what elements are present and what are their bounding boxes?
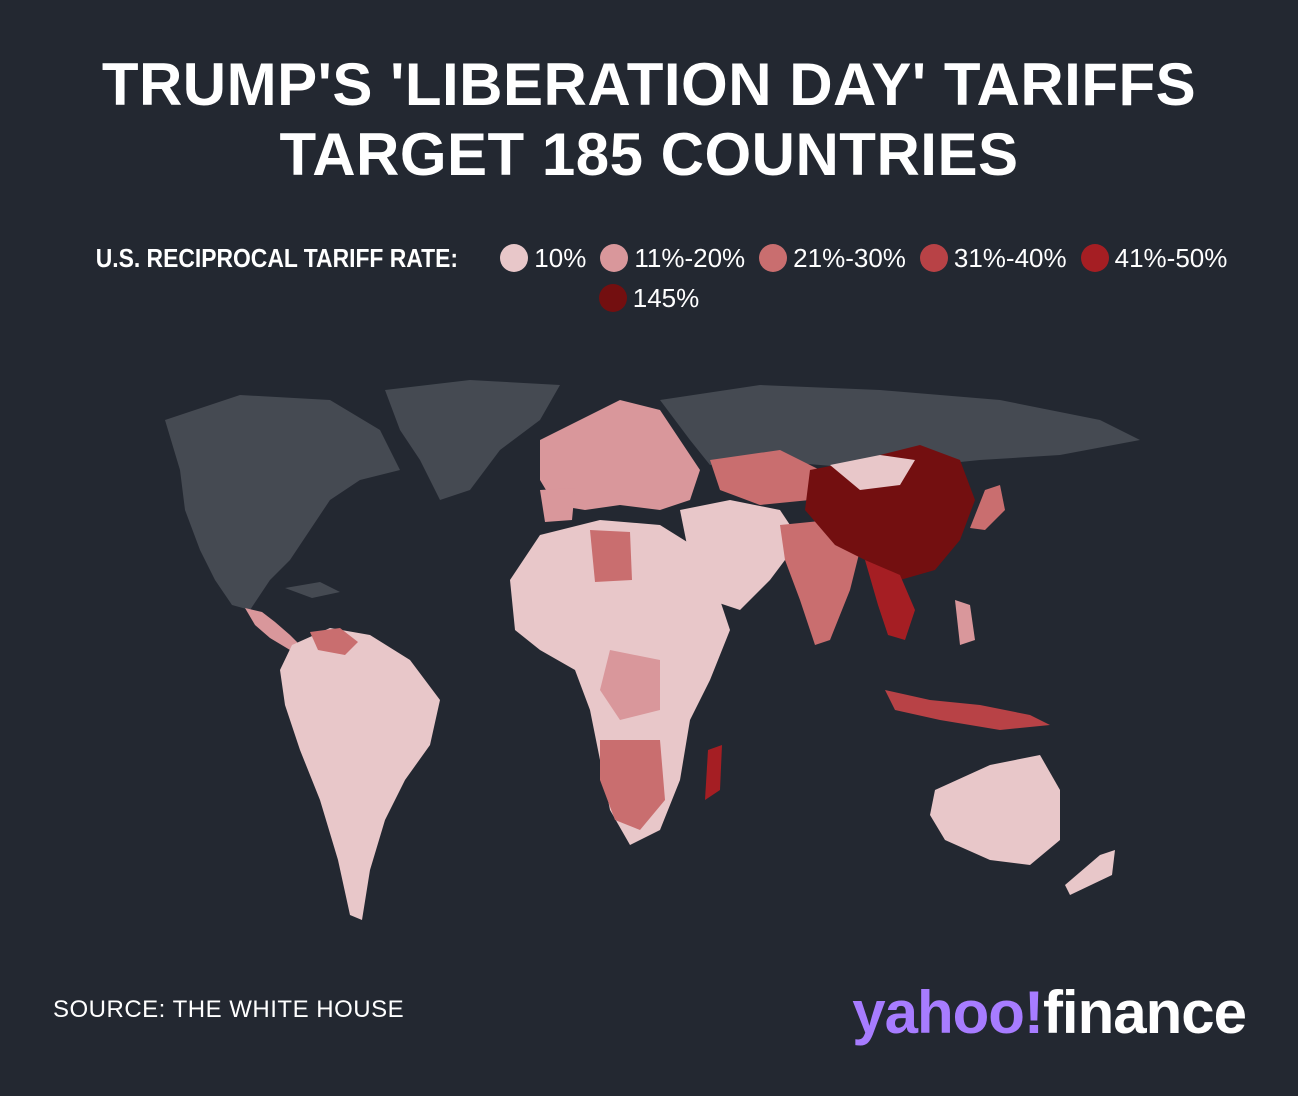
legend-swatch (598, 284, 627, 312)
russia (660, 385, 1140, 470)
new-zealand (1065, 850, 1115, 895)
legend-item-31-40: 31%-40% (919, 238, 1067, 278)
central-africa (600, 650, 660, 720)
legend-swatch (500, 244, 529, 272)
japan (970, 485, 1005, 530)
legend-swatch (919, 244, 948, 272)
legend-item-11-20: 11%-20% (600, 238, 745, 278)
south-america (280, 628, 440, 920)
indonesia (885, 690, 1050, 730)
source-note: SOURCE: THE WHITE HOUSE (53, 996, 405, 1023)
legend-swatch (1080, 244, 1109, 272)
title-line-2: TARGET 185 COUNTRIES (279, 121, 1019, 188)
legend-item-label: 10% (534, 243, 587, 273)
legend-item-label: 41%-50% (1114, 243, 1228, 273)
yahoo-finance-logo: yahoo!finance (852, 978, 1247, 1047)
legend-item-label: 31%-40% (953, 243, 1067, 273)
legend-item-10: 10% (500, 238, 586, 278)
legend-swatch (600, 244, 629, 272)
iberia (540, 488, 575, 522)
legend-item-label: 11%-20% (634, 243, 746, 273)
australia (930, 755, 1060, 865)
philippines (955, 600, 975, 645)
legend-item-21-30: 21%-30% (759, 238, 906, 278)
legend-item-41-50: 41%-50% (1080, 238, 1228, 278)
world-map (165, 380, 1140, 920)
southeast-asia (865, 560, 915, 640)
libya (590, 530, 632, 582)
caribbean (285, 582, 340, 598)
greenland (385, 380, 560, 500)
madagascar (705, 745, 722, 800)
logo-finance: finance (1042, 979, 1247, 1046)
legend: U.S. RECIPROCAL TARIFF RATE: 10% 11%-20%… (0, 238, 1298, 318)
central-asia (710, 450, 820, 505)
central-america (245, 608, 300, 650)
venezuela-guyana (310, 628, 358, 655)
logo-yahoo: yahoo (852, 979, 1025, 1046)
chart-title: TRUMP'S 'LIBERATION DAY' TARIFFS TARGET … (0, 50, 1298, 190)
europe (540, 400, 700, 510)
north-america (165, 395, 400, 610)
mongolia (830, 455, 915, 490)
legend-item-145: 145% (598, 278, 700, 318)
legend-item-label: 145% (632, 283, 700, 313)
legend-item-label: 21%-30% (793, 243, 906, 273)
logo-bang: ! (1023, 979, 1044, 1046)
legend-label: U.S. RECIPROCAL TARIFF RATE: (95, 243, 458, 273)
title-line-1: TRUMP'S 'LIBERATION DAY' TARIFFS (101, 51, 1197, 118)
southern-africa (600, 740, 665, 830)
india (780, 520, 860, 645)
legend-swatch (759, 244, 788, 272)
